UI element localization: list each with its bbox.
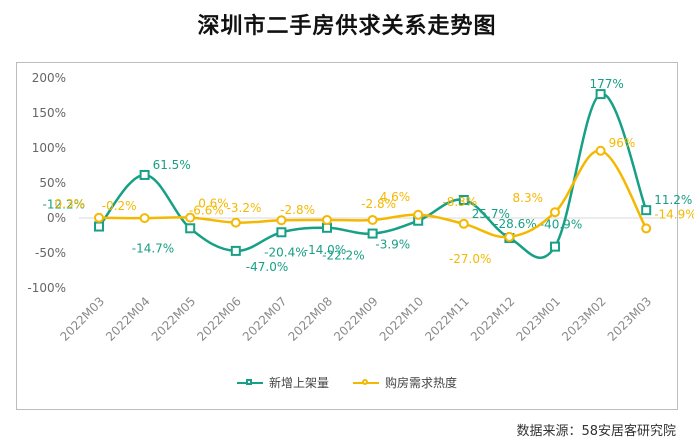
data-label-supply: -14.0% bbox=[304, 243, 346, 257]
y-tick-label: 200% bbox=[32, 71, 66, 85]
y-tick-label: 50% bbox=[39, 176, 66, 190]
x-tick-label: 2023M01 bbox=[514, 294, 564, 344]
data-label-demand: -6.6% bbox=[189, 204, 224, 218]
x-tick-label: 2023M03 bbox=[605, 294, 655, 344]
x-tick-label: 2022M06 bbox=[194, 294, 244, 344]
data-label-supply: 11.2% bbox=[654, 193, 692, 207]
legend: 新增上架量 购房需求热度 bbox=[0, 374, 694, 391]
data-point-demand bbox=[458, 218, 469, 229]
data-label-demand: -27.0% bbox=[449, 252, 491, 266]
data-point-supply bbox=[276, 227, 287, 238]
chart-title: 深圳市二手房供求关系走势图 bbox=[197, 14, 497, 39]
data-point-supply bbox=[230, 245, 241, 256]
x-tick-label: 2022M03 bbox=[58, 294, 108, 344]
data-label-demand: -8.3% bbox=[442, 195, 477, 209]
data-point-demand bbox=[230, 217, 241, 228]
data-point-demand bbox=[139, 213, 150, 224]
data-label-supply: 61.5% bbox=[153, 158, 191, 172]
data-point-supply bbox=[185, 223, 196, 234]
data-point-demand bbox=[185, 212, 196, 223]
data-label-demand: 96% bbox=[609, 136, 636, 150]
x-tick-label: 2022M11 bbox=[422, 294, 472, 344]
data-label-supply: -14.7% bbox=[132, 241, 174, 255]
data-label-supply: -28.6% bbox=[494, 217, 536, 231]
data-label-demand: 4.6% bbox=[380, 190, 411, 204]
x-tick-label: 2022M12 bbox=[468, 294, 518, 344]
data-point-demand bbox=[276, 215, 287, 226]
data-point-demand bbox=[641, 223, 652, 234]
y-tick-label: 150% bbox=[32, 106, 66, 120]
legend-label-supply: 新增上架量 bbox=[268, 376, 329, 390]
data-label-supply: -12.2% bbox=[43, 198, 85, 212]
data-label-supply: -22.2% bbox=[322, 249, 364, 263]
data-label-demand: -3.2% bbox=[227, 201, 262, 215]
x-tick-label: 2022M08 bbox=[286, 294, 336, 344]
data-point-supply bbox=[641, 205, 652, 216]
data-source: 数据来源：58安居客研究院 bbox=[516, 424, 676, 439]
data-label-demand: 8.3% bbox=[513, 191, 544, 205]
legend-label-demand: 购房需求热度 bbox=[385, 376, 458, 390]
data-label-demand: -2.8% bbox=[280, 203, 315, 217]
data-point-demand bbox=[504, 231, 515, 242]
data-label-supply: -20.4% bbox=[264, 245, 306, 259]
chart-frame bbox=[16, 62, 678, 410]
y-tick-label: 0% bbox=[47, 211, 66, 225]
data-point-demand bbox=[322, 214, 332, 225]
x-tick-label: 2022M07 bbox=[240, 294, 290, 344]
y-tick-label: -50% bbox=[35, 246, 66, 260]
data-label-supply: -3.9% bbox=[375, 238, 410, 252]
x-tick-label: 2022M04 bbox=[103, 294, 153, 344]
data-point-supply bbox=[458, 195, 469, 206]
data-point-demand bbox=[595, 145, 606, 156]
legend-swatch-supply bbox=[236, 377, 263, 389]
x-tick-label: 2022M05 bbox=[149, 294, 199, 344]
data-label-demand: -0.2% bbox=[102, 199, 137, 213]
y-tick-label: 100% bbox=[32, 141, 66, 155]
data-label-supply: 25.7% bbox=[472, 207, 510, 221]
data-point-demand bbox=[413, 209, 424, 220]
data-point-supply bbox=[94, 221, 104, 232]
data-point-supply bbox=[322, 222, 332, 233]
data-point-demand bbox=[94, 212, 104, 223]
x-tick-label: 2022M10 bbox=[377, 294, 427, 344]
data-point-supply bbox=[550, 241, 560, 252]
y-tick-label: -100% bbox=[27, 281, 66, 295]
data-point-demand bbox=[367, 214, 378, 225]
data-label-supply: -40.9% bbox=[540, 218, 582, 232]
legend-swatch-demand bbox=[353, 377, 379, 389]
data-point-supply bbox=[595, 89, 606, 100]
legend-item-supply[interactable]: 新增上架量 bbox=[236, 374, 329, 391]
data-label-demand: -2.8% bbox=[361, 197, 396, 211]
data-point-supply bbox=[139, 169, 150, 180]
data-label-supply: -47.0% bbox=[246, 260, 288, 274]
data-label-demand: 0.6% bbox=[198, 197, 229, 211]
data-label-demand: 0.3% bbox=[55, 197, 86, 211]
data-point-demand bbox=[550, 207, 560, 218]
data-point-supply bbox=[367, 228, 378, 239]
legend-item-demand[interactable]: 购房需求热度 bbox=[353, 374, 457, 391]
data-label-demand: -14.9% bbox=[654, 207, 694, 221]
x-tick-label: 2022M09 bbox=[331, 294, 381, 344]
data-label-supply: 177% bbox=[589, 77, 623, 91]
x-tick-label: 2023M02 bbox=[559, 294, 609, 344]
